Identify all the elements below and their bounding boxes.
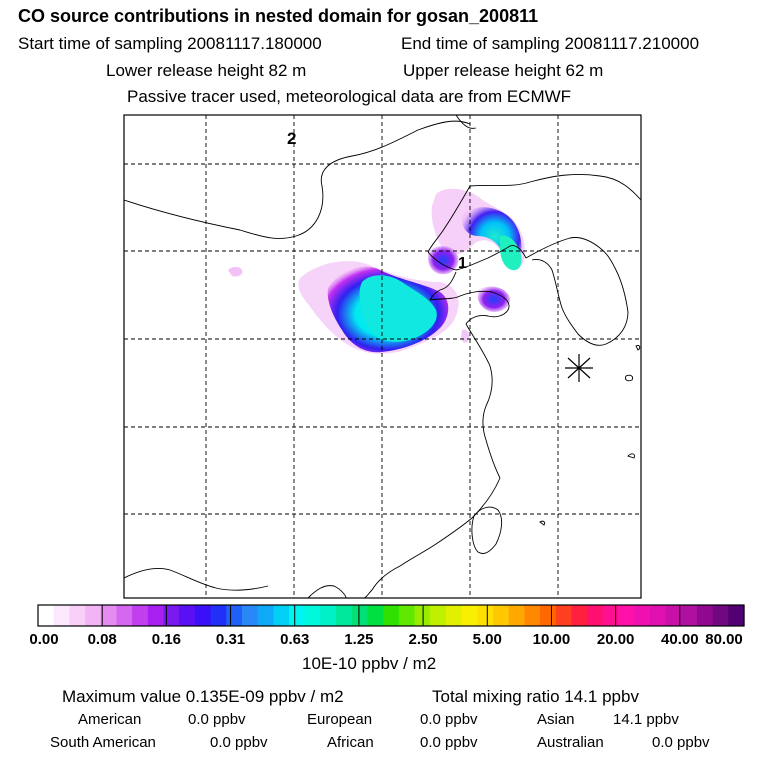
station-star-icon (565, 354, 593, 382)
colorbar-swatch (336, 605, 353, 626)
colorbar-swatch (571, 605, 588, 626)
colorbar-swatch (508, 605, 525, 626)
colorbar-swatch (226, 605, 243, 626)
total-mixing-text: Total mixing ratio 14.1 ppbv (432, 687, 639, 706)
african-value: 0.0 ppbv (420, 734, 478, 751)
tracer-info-text: Passive tracer used, meteorological data… (127, 87, 572, 106)
colorbar-label: 1.25 (344, 631, 374, 648)
african-label: African (327, 734, 374, 751)
end-time-text: End time of sampling 20081117.210000 (401, 34, 700, 53)
colorbar-label: 0.08 (87, 631, 117, 648)
colorbar-label: 80.00 (705, 631, 743, 648)
colorbar-swatch (540, 605, 557, 626)
colorbar-swatch (681, 605, 698, 626)
south-american-value: 0.0 ppbv (210, 734, 268, 751)
colorbar-swatch (38, 605, 55, 626)
colorbar-swatch (132, 605, 149, 626)
colorbar-swatch (289, 605, 306, 626)
colorbar-swatch (665, 605, 682, 626)
max-value-text: Maximum value 0.135E-09 ppbv / m2 (62, 687, 344, 706)
colorbar-swatch (492, 605, 510, 626)
colorbar-swatch (398, 605, 416, 626)
colorbar-swatch (367, 605, 384, 626)
marker-2: 2 (287, 129, 297, 148)
colorbar-swatch (461, 605, 478, 626)
colorbar-swatch (430, 605, 447, 626)
colorbar (37, 604, 745, 627)
upper-height-text: Upper release height 62 m (403, 61, 604, 80)
colorbar-swatch (524, 605, 541, 626)
colorbar-swatch (53, 605, 70, 626)
map-frame (123, 114, 642, 599)
colorbar-swatch (257, 605, 274, 626)
colorbar-swatch (383, 605, 400, 626)
colorbar-swatch (241, 605, 259, 626)
south-american-label: South American (50, 734, 156, 751)
colorbar-label: 40.00 (661, 631, 699, 648)
colorbar-swatch (477, 605, 494, 626)
american-value: 0.0 ppbv (188, 711, 246, 728)
colorbar-swatch (587, 605, 604, 626)
colorbar-swatch (602, 605, 620, 626)
page-title: CO source contributions in nested domain… (18, 6, 539, 26)
colorbar-swatch (69, 605, 86, 626)
colorbar-swatch (728, 605, 745, 626)
australian-value: 0.0 ppbv (652, 734, 710, 751)
colorbar-units: 10E-10 ppbv / m2 (302, 654, 437, 673)
colorbar-label: 20.00 (596, 631, 635, 648)
colorbar-swatch (85, 605, 102, 626)
colorbar-label: 10.00 (532, 631, 571, 648)
colorbar-label: 0.00 (29, 631, 59, 648)
coastlines (124, 115, 641, 598)
asian-value: 14.1 ppbv (613, 711, 679, 728)
concentration-plume (228, 188, 525, 354)
colorbar-swatch (649, 605, 667, 626)
asian-label: Asian (537, 711, 575, 728)
marker-1: 1 (458, 255, 467, 272)
european-label: European (307, 711, 373, 728)
colorbar-swatch (618, 605, 635, 626)
colorbar-frame (37, 604, 745, 627)
colorbar-label: 0.16 (151, 631, 181, 648)
colorbar-swatch (163, 605, 180, 626)
lower-height-text: Lower release height 82 m (106, 61, 307, 80)
colorbar-swatch (696, 605, 714, 626)
colorbar-swatch (320, 605, 337, 626)
colorbar-swatch (304, 605, 321, 626)
colorbar-swatch (634, 605, 651, 626)
american-label: American (78, 711, 142, 728)
colorbar-label: 0.31 (215, 631, 246, 648)
colorbar-swatch (210, 605, 227, 626)
colorbar-swatch (100, 605, 118, 626)
colorbar-swatch (712, 605, 729, 626)
colorbar-swatch (194, 605, 212, 626)
australian-label: Australian (537, 734, 604, 751)
colorbar-swatch (445, 605, 463, 626)
colorbar-swatch (179, 605, 196, 626)
colorbar-swatch (116, 605, 133, 626)
start-time-text: Start time of sampling 20081117.180000 (18, 34, 322, 53)
lat-lon-grid (124, 115, 641, 598)
colorbar-swatch (273, 605, 290, 626)
colorbar-label: 2.50 (408, 631, 438, 648)
colorbar-swatch (351, 605, 369, 626)
colorbar-swatch (147, 605, 165, 626)
european-value: 0.0 ppbv (420, 711, 478, 728)
colorbar-label: 5.00 (472, 631, 502, 648)
colorbar-label: 0.63 (280, 631, 310, 648)
colorbar-swatch (555, 605, 573, 626)
